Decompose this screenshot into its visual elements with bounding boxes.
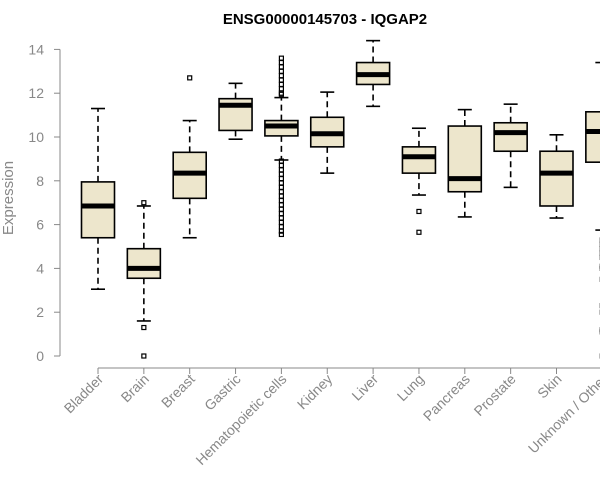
x-tick-label-4: Hematopoietic cells [192,371,289,468]
outlier-point [278,81,284,88]
chart-title: ENSG00000145703 - IQGAP2 [223,11,427,28]
x-tick-label-3: Gastric [201,371,244,414]
y-tick-label-0: 0 [36,348,44,364]
x-tick-label-5: Kidney [294,371,336,413]
box-1 [126,200,162,359]
x-tick-label-0: Bladder [61,371,107,417]
outlier-point [278,215,284,221]
outlier-point [278,73,284,79]
y-tick-label-2: 4 [36,260,44,276]
outlier-point [278,68,284,74]
box-rect [447,125,483,193]
outlier-point [278,211,284,217]
outlier-point [416,229,422,235]
outlier-point [141,200,147,206]
y-tick-label-6: 12 [28,85,44,101]
x-tick-label-2: Breast [158,371,198,411]
outlier-point [278,197,284,204]
x-tick-label-7: Lung [394,371,427,404]
box-3 [218,82,253,140]
outlier-point [278,77,284,83]
y-axis-label: Expression [0,161,17,235]
outlier-point [278,55,284,61]
y-tick-label-7: 14 [28,41,44,57]
outlier-point [278,64,284,70]
y-tick-label-1: 2 [36,304,44,320]
axes: 0 2 4 6 8 10 12 14 [28,41,600,374]
outlier-point [278,184,284,190]
outlier-point [278,228,284,234]
outlier-point [278,91,284,97]
outlier-point [187,75,193,81]
x-tick-label-1: Brain [118,371,152,405]
box-10 [539,134,574,219]
outlier-point [278,224,284,230]
outlier-point [278,189,284,195]
box-5 [309,91,345,174]
box-rect [126,247,162,280]
x-tick-label-9: Prostate [471,371,519,419]
box-rect [539,150,574,207]
outlier-point [141,324,147,331]
box-4 [264,55,299,238]
outlier-point [278,176,284,182]
y-tick-label-4: 8 [36,173,44,189]
box-11 [585,61,600,359]
outlier-point [278,167,284,173]
outlier-point [278,219,284,226]
x-tick-label-6: Liver [348,371,381,404]
y-tick-label-3: 6 [36,217,44,233]
outlier-point [278,162,284,169]
outlier-point [278,59,284,66]
outlier-point [278,231,284,238]
box-6 [355,39,391,108]
outlier-point [278,180,284,186]
box-8 [447,108,483,218]
y-tick-label-5: 10 [28,129,44,145]
outlier-point [278,86,284,92]
outlier-point [278,206,284,212]
box-rect [80,181,116,239]
box-0 [80,107,116,291]
box-7 [401,127,437,235]
outlier-point [141,353,147,359]
box-9 [493,103,528,189]
x-tick-label-10: Skin [534,371,565,402]
box-2 [172,75,207,239]
outlier-point [416,208,422,215]
box-rect [493,121,528,153]
outlier-point [278,193,284,199]
boxes-group [80,39,600,359]
box-rect [401,146,437,174]
outlier-point [278,202,284,208]
box-rect [585,111,600,163]
x-tick-label-8: Pancreas [420,371,473,424]
outlier-point [278,171,284,177]
